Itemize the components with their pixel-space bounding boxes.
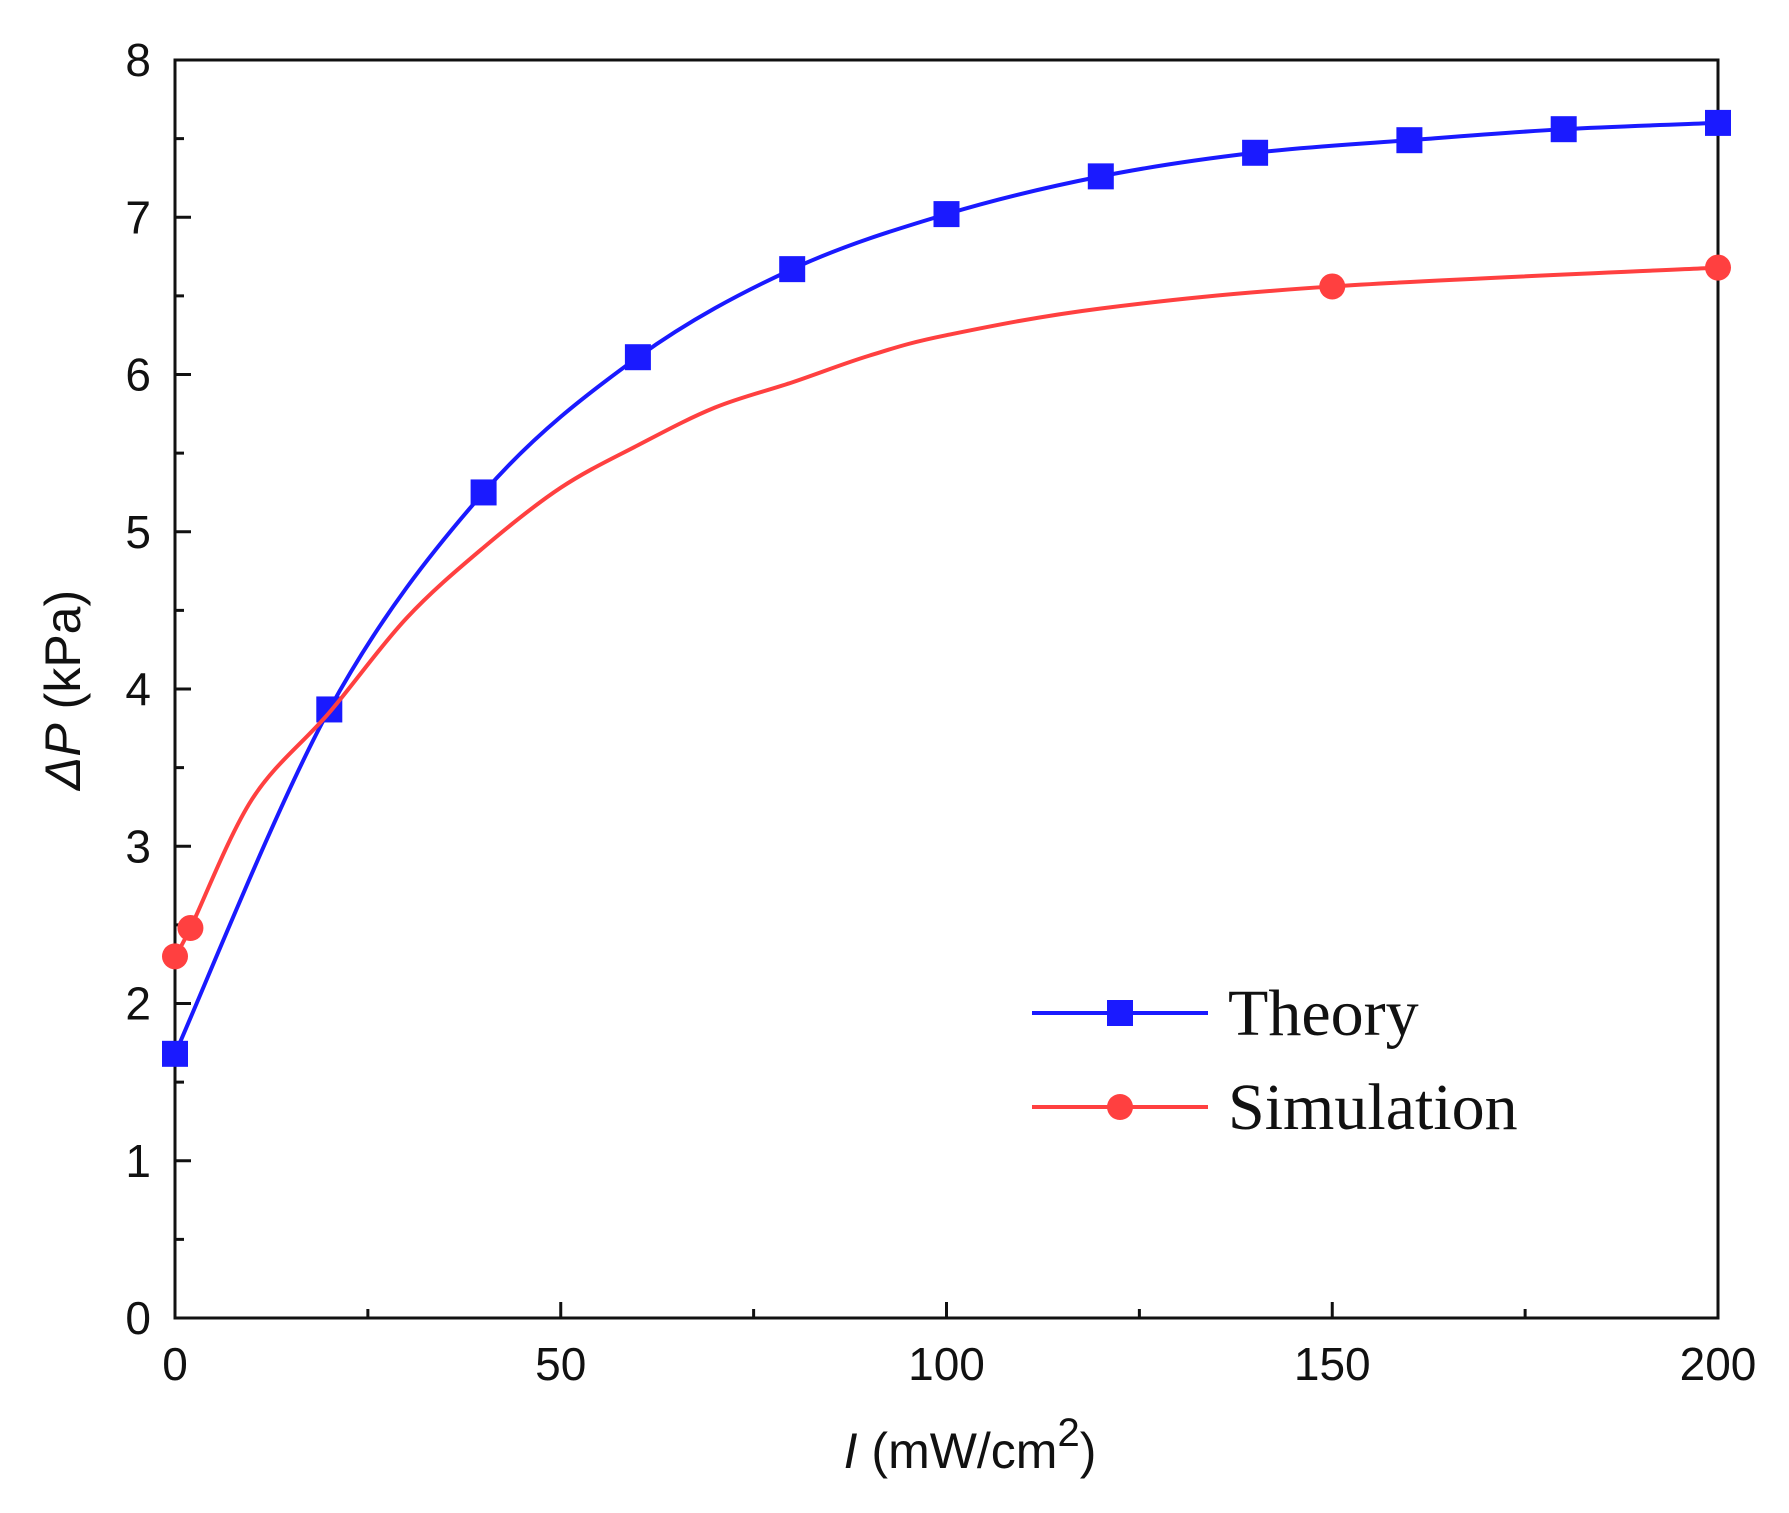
theory-point — [624, 344, 651, 371]
y-tick-label: 7 — [125, 191, 151, 243]
legend-theory-label: Theory — [1228, 977, 1419, 1050]
x-axis-title: I (mW/cm2) — [844, 1411, 1097, 1479]
y-axis-symbol: ΔP — [35, 723, 91, 792]
y-tick-label: 1 — [125, 1135, 151, 1187]
theory-point — [1705, 109, 1731, 136]
simulation-point — [1705, 254, 1731, 281]
theory-point — [1396, 127, 1423, 154]
theory-line — [173, 120, 1719, 1055]
y-tick-label: 5 — [125, 506, 151, 558]
series-simulation — [162, 254, 1731, 970]
y-axis-unit: (kPa) — [35, 590, 91, 723]
series-clip-group — [162, 109, 1731, 1067]
y-tick-label: 4 — [125, 663, 151, 715]
theory-point — [1550, 116, 1577, 143]
theory-point — [162, 1040, 188, 1067]
axes: 0 50 100 150 200 0 1 2 3 4 5 6 7 8 — [125, 34, 1756, 1390]
legend-theory-marker — [1107, 1000, 1133, 1026]
x-tick-label: 50 — [535, 1338, 586, 1390]
series-layer — [162, 109, 1731, 1067]
x-axis-unit-close: ) — [1080, 1423, 1097, 1479]
y-tick-label: 8 — [125, 34, 151, 86]
simulation-point — [1319, 273, 1346, 300]
theory-point — [470, 479, 497, 506]
x-axis-unit: (mW/cm — [858, 1423, 1058, 1479]
y-axis-title: ΔP (kPa) — [35, 590, 91, 791]
legend-simulation-label: Simulation — [1228, 1071, 1518, 1144]
series-theory — [162, 109, 1731, 1067]
theory-point — [1087, 163, 1114, 190]
simulation-point — [177, 915, 204, 942]
theory-point — [1242, 139, 1269, 166]
x-axis-unit-sup: 2 — [1057, 1411, 1079, 1455]
y-tick-label: 3 — [125, 820, 151, 872]
y-tick-label: 6 — [125, 349, 151, 401]
legend-simulation-marker — [1107, 1094, 1133, 1120]
x-tick-label: 150 — [1294, 1338, 1371, 1390]
theory-point — [779, 256, 806, 283]
legend: Theory Simulation — [1032, 977, 1518, 1144]
simulation-line — [173, 265, 1719, 958]
simulation-point — [162, 943, 188, 970]
x-tick-label: 200 — [1680, 1338, 1757, 1390]
x-tick-label: 0 — [162, 1338, 188, 1390]
y-tick-label: 0 — [125, 1292, 151, 1344]
y-tick-label: 2 — [125, 978, 151, 1030]
theory-point — [933, 201, 960, 228]
x-tick-label: 100 — [908, 1338, 985, 1390]
x-axis-symbol: I — [844, 1423, 858, 1479]
